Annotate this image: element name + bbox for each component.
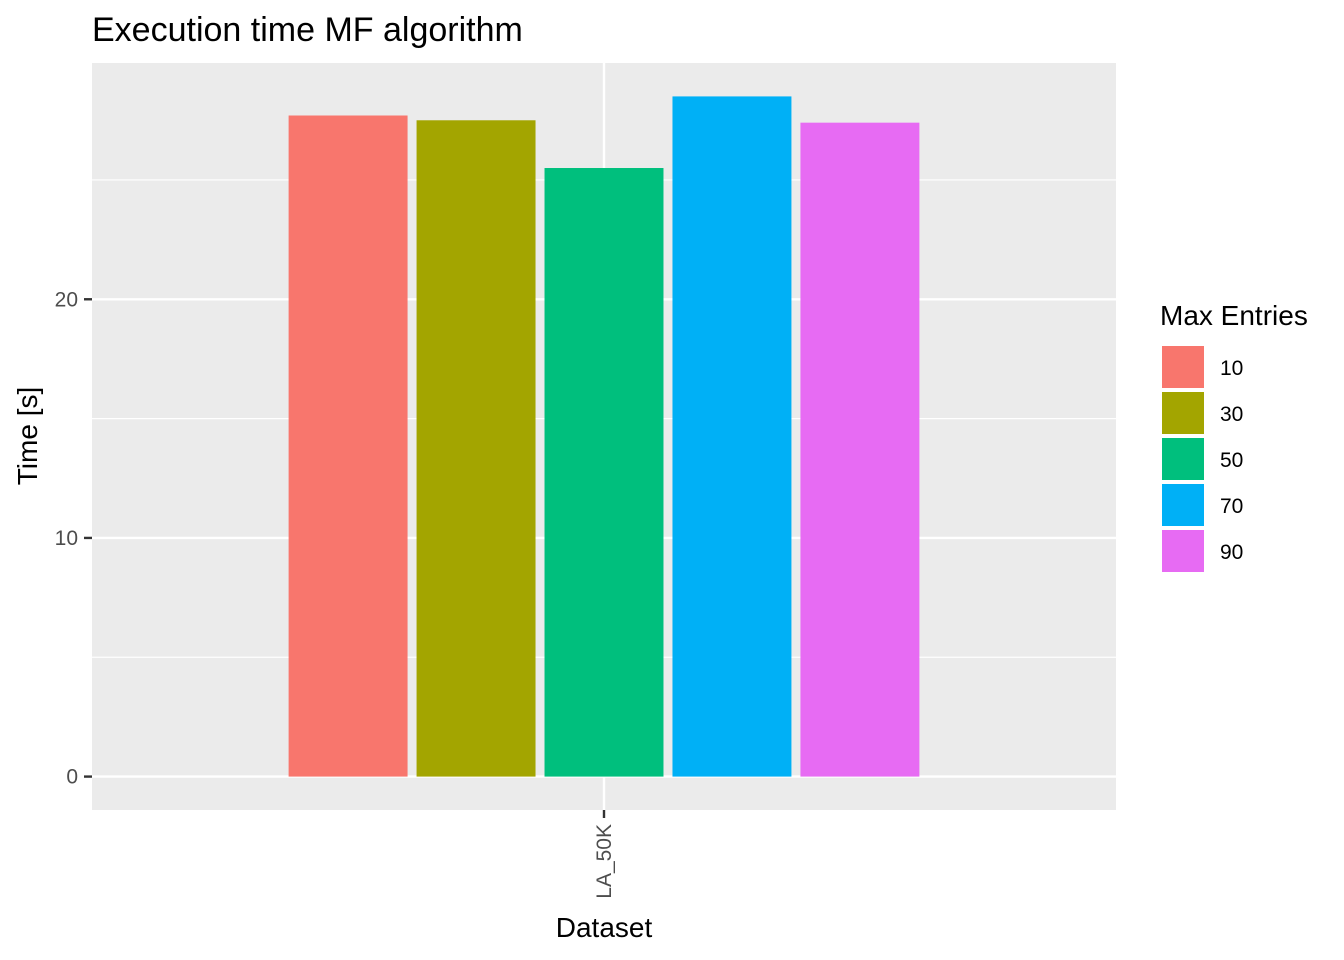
bars	[289, 96, 920, 776]
legend-key	[1162, 392, 1204, 434]
legend-key	[1162, 438, 1204, 480]
bar	[417, 120, 536, 776]
legend-label: 90	[1220, 541, 1243, 564]
bar	[800, 123, 919, 777]
y-axis-title: Time [s]	[12, 387, 43, 486]
chart-title: Execution time MF algorithm	[92, 11, 523, 49]
legend-key	[1162, 346, 1204, 388]
y-tick-label: 10	[55, 527, 78, 550]
legend-label: 50	[1220, 449, 1243, 472]
legend-label: 30	[1220, 403, 1243, 426]
x-tick-label: LA_50K	[593, 824, 616, 899]
legend: Max Entries 10 30 50 70 90	[1160, 300, 1308, 572]
y-tick-label: 20	[55, 288, 78, 311]
legend-label: 70	[1220, 495, 1243, 518]
legend-key	[1162, 484, 1204, 526]
bar	[289, 116, 408, 777]
y-tick-label: 0	[66, 766, 78, 789]
legend-items: 10 30 50 70 90	[1162, 346, 1243, 572]
y-axis: 0 10 20	[55, 288, 92, 788]
bar	[545, 168, 664, 777]
x-axis-title: Dataset	[556, 912, 653, 943]
x-axis: LA_50K	[593, 810, 616, 899]
legend-label: 10	[1220, 357, 1243, 380]
legend-title: Max Entries	[1160, 300, 1308, 331]
bar	[672, 96, 791, 776]
legend-key	[1162, 530, 1204, 572]
